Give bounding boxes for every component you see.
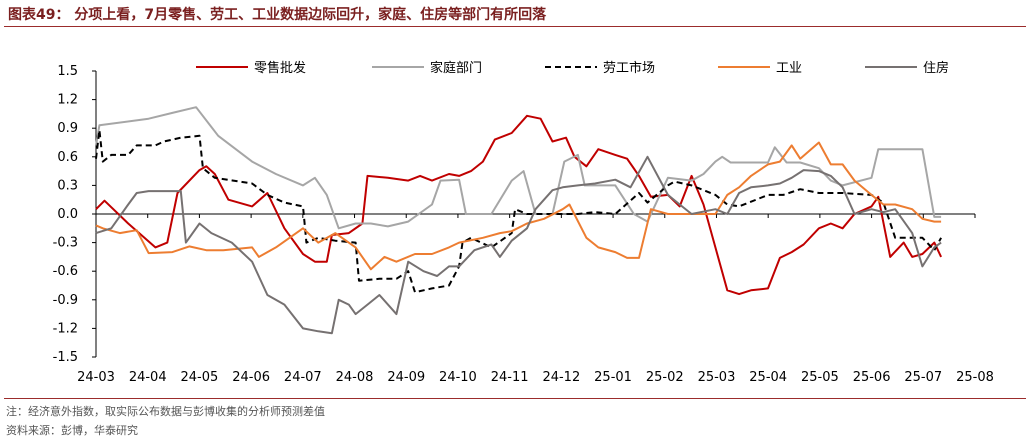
legend-label: 家庭部门 <box>430 60 482 76</box>
x-tick-label: 25-03 <box>698 370 736 385</box>
x-tick-label: 24-08 <box>336 370 374 385</box>
chart-title: 图表49： 分项上看，7月零售、劳工、工业数据边际回升，家庭、住房等部门有所回落 <box>8 7 547 23</box>
legend-label: 工业 <box>776 61 802 76</box>
y-tick-label: -0.3 <box>53 236 78 251</box>
x-tick-label: 25-08 <box>956 370 994 385</box>
y-tick-label: 0.0 <box>57 207 78 222</box>
series-line-5 <box>95 155 942 335</box>
x-tick-label: 24-04 <box>129 370 167 385</box>
y-tick-label: -0.9 <box>53 293 78 308</box>
y-tick-label: 1.5 <box>57 64 78 79</box>
chart-axes: -1.5 -1.2 -0.9 -0.6 -0.3 0.0 0.3 0.6 0.9 1.2 1.5 24… <box>53 64 994 385</box>
source-note: 资料来源：彭博，华泰研究 <box>6 424 138 437</box>
footer-divider <box>4 398 1026 399</box>
title-divider <box>4 26 1026 27</box>
series-line-4 <box>95 141 942 271</box>
x-tick-label: 24-10 <box>439 370 477 385</box>
chart-legend: 零售批发 家庭部门 劳工市场 工业 住房 <box>196 60 949 76</box>
line-chart: -1.5 -1.2 -0.9 -0.6 -0.3 0.0 0.3 0.6 0.9 1.2 1.5 24… <box>53 60 994 385</box>
legend-label: 住房 <box>923 60 949 76</box>
y-tick-label: 1.2 <box>57 93 78 108</box>
y-tick-label: -1.5 <box>53 350 78 365</box>
x-tick-label: 25-05 <box>801 370 839 385</box>
chart-series <box>95 106 943 335</box>
y-tick-label: -1.2 <box>53 321 78 336</box>
footnote: 注：经济意外指数，取实际公布数据与彭博收集的分析师预测差值 <box>6 405 325 418</box>
x-tick-label: 25-06 <box>853 370 891 385</box>
x-tick-label: 25-01 <box>594 370 632 385</box>
legend-label: 零售批发 <box>254 60 306 76</box>
legend-label: 劳工市场 <box>603 60 655 76</box>
x-tick-label: 24-11 <box>491 370 529 385</box>
x-tick-label: 24-05 <box>181 370 219 385</box>
y-tick-label: 0.9 <box>57 121 78 136</box>
series-line-1 <box>95 114 943 296</box>
x-tick-label: 24-12 <box>542 370 580 385</box>
y-tick-label: -0.6 <box>53 264 78 279</box>
y-tick-label: 0.3 <box>57 178 78 193</box>
x-tick-label: 25-07 <box>904 370 942 385</box>
series-line-3 <box>95 129 942 294</box>
x-tick-label: 24-07 <box>284 370 322 385</box>
x-tick-label: 25-04 <box>749 370 787 385</box>
x-tick-label: 24-09 <box>387 370 425 385</box>
y-tick-label: 0.6 <box>57 150 78 165</box>
x-tick-label: 24-03 <box>77 370 115 385</box>
x-tick-label: 24-06 <box>232 370 270 385</box>
x-tick-label: 25-02 <box>646 370 684 385</box>
